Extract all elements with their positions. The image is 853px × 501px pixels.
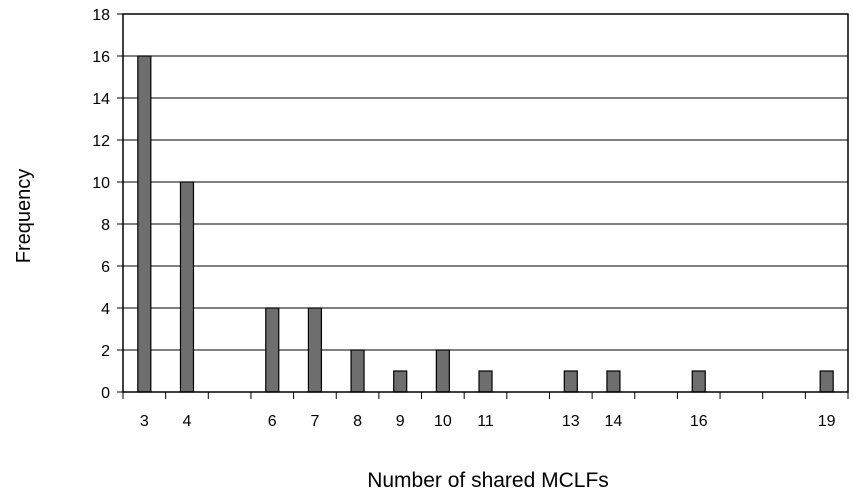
y-tick-label: 0 <box>101 385 110 402</box>
bar <box>691 370 706 393</box>
bars <box>137 55 834 393</box>
x-tick-label: 7 <box>310 413 319 430</box>
y-tick-label: 2 <box>101 343 110 360</box>
bar <box>265 307 280 393</box>
axes <box>117 13 849 399</box>
plot-frame <box>122 13 849 393</box>
bar <box>563 370 578 393</box>
bar <box>393 370 408 393</box>
x-tick-label: 11 <box>477 413 494 430</box>
y-tick-label: 16 <box>92 49 110 66</box>
y-tick-label: 10 <box>92 175 110 192</box>
x-tick-label: 13 <box>562 413 580 430</box>
x-tick-label: 14 <box>605 413 623 430</box>
bar <box>179 181 195 393</box>
y-tick-label: 14 <box>92 91 110 108</box>
bar <box>819 370 834 393</box>
y-tick-label: 8 <box>101 217 110 234</box>
x-tick-label: 8 <box>353 413 362 430</box>
gridlines <box>123 13 848 351</box>
x-tick-label: 3 <box>140 413 149 430</box>
bar <box>307 307 323 393</box>
bar <box>606 370 621 393</box>
bar <box>350 349 365 393</box>
y-axis-label: Frequency <box>13 169 35 264</box>
y-tick-label: 6 <box>101 259 110 276</box>
y-tick-label: 12 <box>92 133 110 150</box>
bar <box>137 55 152 393</box>
bar <box>435 349 450 393</box>
x-tick-label: 4 <box>183 413 192 430</box>
tick-labels: 0 2 4 6 8 10 12 14 16 18 3 4 6 7 8 9 10 11 13 14 16 19 <box>92 7 835 430</box>
x-tick-label: 9 <box>396 413 405 430</box>
bar <box>478 370 493 393</box>
x-tick-label: 10 <box>434 413 452 430</box>
x-axis-label: Number of shared MCLFs <box>367 469 609 492</box>
y-tick-label: 18 <box>92 7 110 24</box>
y-tick-label: 4 <box>101 301 110 318</box>
x-tick-label: 6 <box>268 413 277 430</box>
x-tick-label: 19 <box>818 413 836 430</box>
x-tick-label: 16 <box>690 413 708 430</box>
